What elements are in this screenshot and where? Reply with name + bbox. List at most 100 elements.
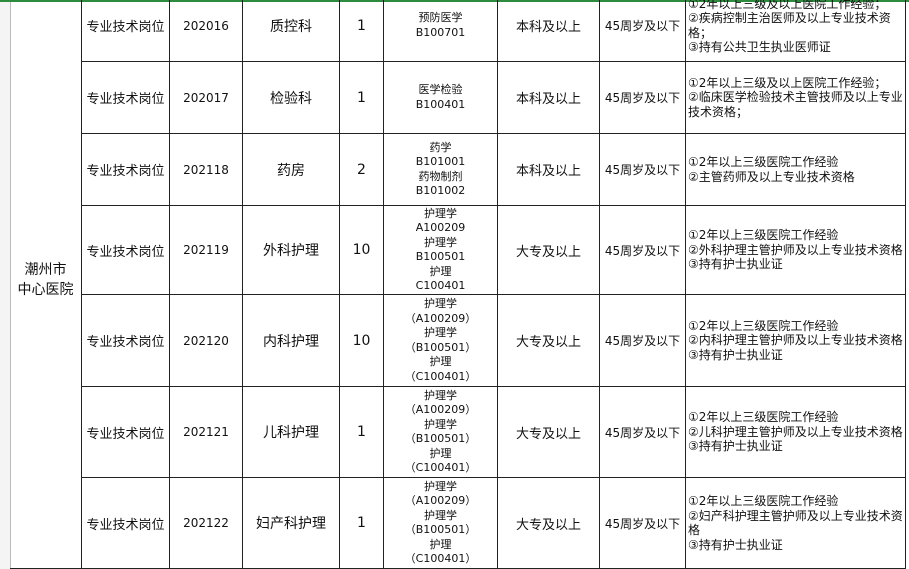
major-cell: 护理学 A100209 护理学 B100501 护理 C100401 [384, 206, 498, 295]
cell-text: 大专及以上 [515, 244, 581, 260]
cell-text: 护理 [429, 446, 452, 460]
cell-text: 本科及以上 [515, 92, 581, 107]
cell-text: B100401 [415, 97, 466, 111]
cell-text: ②主管药师及以上专业技术资格 [688, 169, 855, 184]
category-cell: 专业技术岗位 [82, 62, 170, 134]
cell-text: 202120 [183, 333, 229, 348]
cell-text: 中心医院 [17, 282, 74, 298]
department-cell: 外科护理 [243, 206, 340, 295]
cell-text: 1 [357, 17, 366, 34]
cell-text: ①2年以上三级医院工作经验 [688, 318, 839, 333]
cell-text: 202017 [183, 90, 229, 105]
requirements-cell: ①2年以上三级医院工作经验 ②儿科护理主管护师及以上专业技术资格 ③持有护士执业证 [686, 387, 906, 478]
cell-text: ②儿科护理主管护师及以上专业技术资格 [688, 424, 903, 439]
requirements-cell: ①2年以上三级医院工作经验 ②妇产科护理主管护师及以上专业技术资格 ③持有护士执业证 [686, 478, 906, 569]
cell-text: 专业技术岗位 [86, 517, 165, 533]
cell-text: （A100209） [404, 311, 477, 325]
cell-text: 护理学 [424, 206, 457, 220]
cell-text: 大专及以上 [515, 426, 581, 442]
major-cell: 护理学 （A100209） 护理学 （B100501） 护理 （C100401） [384, 478, 498, 569]
cell-text: 202121 [183, 425, 229, 439]
cell-text: 护理学 [424, 508, 457, 522]
cell-text: A100209 [415, 221, 466, 234]
cell-text: 儿科护理 [263, 425, 319, 441]
age-cell: 45周岁及以下 [600, 134, 686, 206]
age-cell: 45周岁及以下 [600, 62, 686, 134]
cell-text: 护理学 [424, 388, 457, 402]
requirements-cell: ①2年以上三级医院工作经验 ②内科护理主管护师及以上专业技术资格 ③持有护士执业证 [686, 295, 906, 387]
cell-text: 护理学 [424, 417, 457, 431]
cell-text: 专业技术岗位 [86, 20, 165, 35]
education-cell: 本科及以上 [498, 0, 600, 62]
count-cell: 10 [340, 206, 384, 295]
cell-text: B100701 [415, 25, 466, 39]
count-cell: 1 [340, 478, 384, 569]
cell-text: ①2年以上三级及以上医院工作经验； [688, 0, 887, 11]
count-cell: 1 [340, 387, 384, 478]
cell-text: 药物制剂 [418, 169, 463, 183]
requirements-cell: ①2年以上三级医院工作经验 ②主管药师及以上专业技术资格 [686, 134, 906, 206]
cell-text: 45周岁及以下 [604, 425, 681, 440]
code-cell: 202120 [170, 295, 243, 387]
cell-text: ②外科护理主管护师及以上专业技术资格 [688, 242, 903, 257]
cell-text: （C100401） [404, 552, 477, 565]
cell-text: 45周岁及以下 [604, 91, 681, 105]
category-cell: 专业技术岗位 [82, 478, 170, 569]
cell-text: （B100501） [404, 432, 477, 445]
count-cell: 1 [340, 62, 384, 134]
cell-text: ②临床医学检验技术主管技师及以上专业技术资格； [688, 90, 903, 119]
cell-text: 专业技术岗位 [86, 164, 165, 179]
cell-text: 医学检验 [418, 83, 463, 96]
count-cell: 2 [340, 134, 384, 206]
cell-text: ①2年以上三级医院工作经验 [688, 155, 839, 169]
cell-text: 1 [357, 515, 366, 531]
count-cell: 10 [340, 295, 384, 387]
cell-text: 检验科 [270, 90, 312, 107]
cell-text: 大专及以上 [515, 517, 581, 533]
department-cell: 检验科 [243, 62, 340, 134]
cell-text: 45周岁及以下 [604, 516, 681, 531]
cell-text: ①2年以上三级医院工作经验 [688, 494, 839, 508]
cell-text: （B100501） [404, 340, 477, 354]
cell-text: 内科护理 [263, 333, 319, 350]
cell-text: 专业技术岗位 [86, 335, 165, 350]
cell-text: ①2年以上三级医院工作经验 [688, 228, 839, 243]
cell-text: 预防医学 [418, 11, 463, 24]
cell-text: 护理 [429, 264, 452, 278]
age-cell: 45周岁及以下 [600, 295, 686, 387]
count-cell: 1 [340, 0, 384, 62]
cell-text: ③持有护士执业证 [688, 257, 783, 272]
major-cell: 药学 B101001 药物制剂 B101002 [384, 134, 498, 206]
cell-text: 潮州市 [24, 262, 67, 278]
department-cell: 质控科 [243, 0, 340, 62]
cell-text: 专业技术岗位 [86, 92, 165, 107]
cell-text: ③持有护士执业证 [688, 439, 783, 454]
age-cell: 45周岁及以下 [600, 0, 686, 62]
age-cell: 45周岁及以下 [600, 387, 686, 478]
cell-text: 202016 [183, 18, 229, 33]
department-cell: 妇产科护理 [243, 478, 340, 569]
selection-line [0, 0, 909, 2]
department-cell: 儿科护理 [243, 387, 340, 478]
cell-text: 护理学 [424, 479, 457, 493]
hospital-cell: 潮州市 中心医院 [10, 0, 82, 569]
code-cell: 202118 [170, 134, 243, 206]
cell-text: 1 [357, 89, 366, 106]
code-cell: 202017 [170, 62, 243, 134]
cell-text: 2 [357, 161, 366, 178]
cell-text: 护理学 [424, 326, 457, 339]
cell-text: 专业技术岗位 [86, 244, 165, 260]
cell-text: 202118 [183, 162, 229, 177]
cell-text: ③持有护士执业证 [688, 537, 783, 552]
cell-text: ①2年以上三级及以上医院工作经验； [688, 75, 887, 90]
cell-text: 妇产科护理 [256, 516, 326, 532]
code-cell: 202122 [170, 478, 243, 569]
education-cell: 大专及以上 [498, 478, 600, 569]
cell-text: 药房 [277, 162, 305, 179]
major-cell: 医学检验 B100401 [384, 62, 498, 134]
age-cell: 45周岁及以下 [600, 478, 686, 569]
cell-text: ③持有公共卫生执业医师证 [688, 40, 831, 54]
requirements-cell: ①2年以上三级医院工作经验 ②外科护理主管护师及以上专业技术资格 ③持有护士执业证 [686, 206, 906, 295]
education-cell: 本科及以上 [498, 62, 600, 134]
